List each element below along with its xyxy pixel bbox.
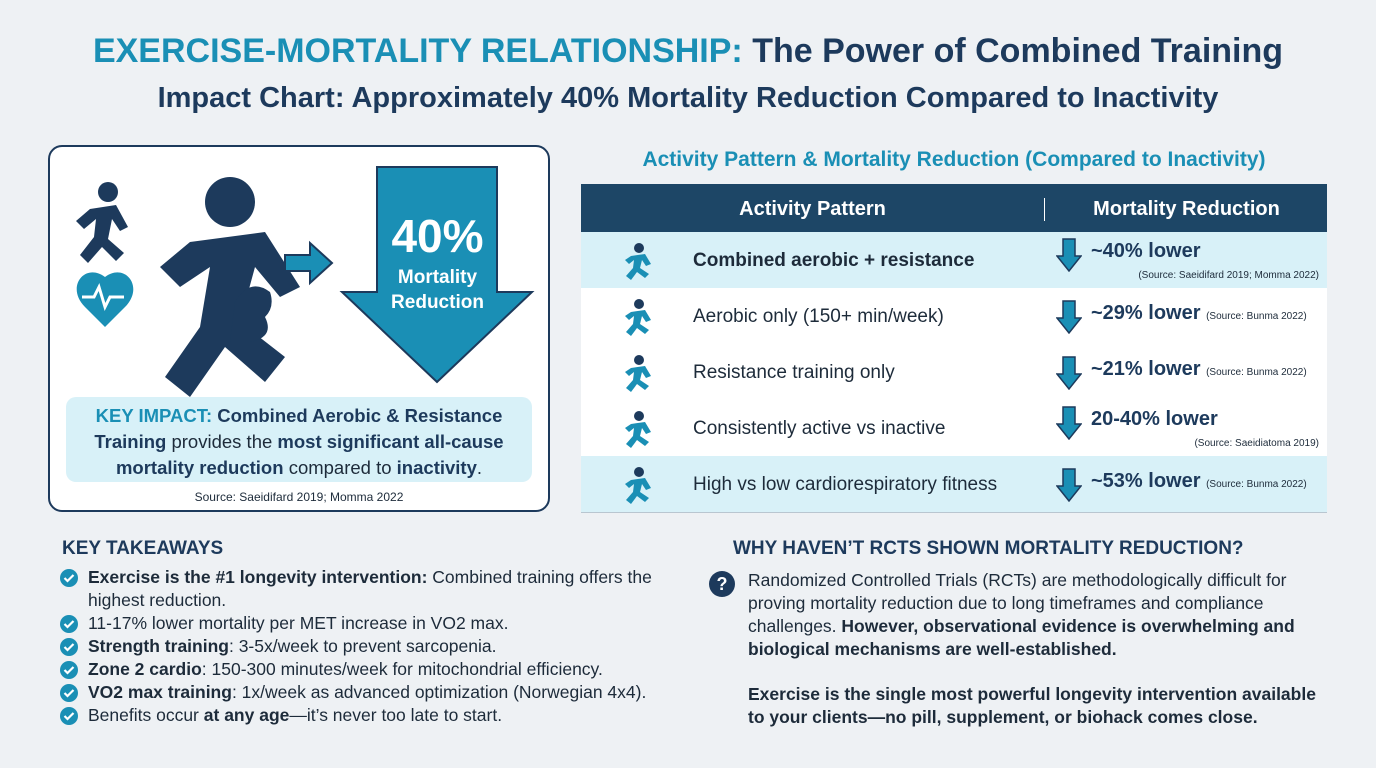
rcts-text: Randomized Controlled Trials (RCTs) are … (748, 570, 1287, 636)
reduction-source: (Source: Bunma 2022) (1206, 367, 1307, 378)
reduction-source: (Source: Saeidiatoma 2019) (1194, 438, 1319, 449)
key-impact-text: compared to (288, 457, 392, 478)
check-icon (60, 615, 78, 633)
takeaway-text: Benefits occur (88, 705, 199, 725)
title-lead: EXERCISE-MORTALITY RELATIONSHIP: (92, 32, 743, 70)
table-header: Activity Pattern Mortality Reduction (581, 184, 1327, 232)
svg-text:?: ? (717, 574, 728, 594)
big-value: 40% (391, 210, 484, 262)
takeaway-text: : 3-5x/week to prevent sarcopenia. (228, 636, 497, 656)
activity-icon (625, 299, 651, 336)
reduction-value: ~53% lower (1091, 470, 1201, 492)
table-row: Aerobic only (150+ min/week) ~29% lower (… (581, 288, 1327, 345)
key-impact-label: KEY IMPACT: (95, 405, 213, 426)
rcts-title: WHY HAVEN’T RCTS SHOWN MORTALITY REDUCTI… (733, 538, 1244, 559)
mortality-reduction: ~53% lower (Source: Bunma 2022) (1056, 468, 1307, 502)
takeaway-text: —it’s never too late to start. (289, 705, 503, 725)
mortality-reduction: 20-40% lower (1056, 406, 1218, 440)
takeaway-bold: Zone 2 cardio (88, 659, 202, 679)
check-icon (60, 684, 78, 702)
impact-illustration (76, 166, 535, 397)
check-icon (60, 569, 78, 587)
impact-panel: 40% Mortality Reduction KEY IMPACT: Combi… (48, 145, 550, 512)
takeaway-bold: at any age (203, 705, 290, 725)
question-icon: ? (709, 571, 735, 597)
activity-pattern: Aerobic only (150+ min/week) (693, 306, 944, 327)
key-impact-text: inactivity (396, 457, 477, 478)
activity-pattern: Resistance training only (693, 362, 895, 383)
down-arrow (1056, 356, 1082, 390)
takeaways-title: KEY TAKEAWAYS (62, 538, 224, 559)
activity-pattern: Combined aerobic + resistance (693, 250, 975, 271)
down-arrow (1056, 406, 1082, 440)
takeaway-text: : 1x/week as advanced optimization (Norw… (231, 682, 647, 702)
takeaway-bold: VO2 max training (88, 682, 232, 702)
check-icon (60, 638, 78, 656)
activity-icon (625, 243, 651, 280)
takeaway: Exercise is the #1 longevity interventio… (60, 566, 680, 612)
activity-pattern: High vs low cardiorespiratory fitness (693, 474, 998, 495)
header-cell: Mortality Reduction (1044, 198, 1328, 221)
down-arrow (1056, 300, 1082, 334)
check-icon (60, 707, 78, 725)
takeaway-bold: Strength training (88, 636, 229, 656)
takeaway-text: 11-17% lower mortality per MET increase … (88, 613, 509, 633)
rcts-bold: However, observational evidence is overw… (748, 616, 1295, 659)
key-impact-text: most significant all-cause mortality red… (115, 431, 504, 478)
check-icon (60, 661, 78, 679)
takeaway: VO2 max training: 1x/week as advanced op… (60, 681, 680, 704)
big-label: Mortality Reduction (340, 265, 535, 315)
table-row: Consistently active vs inactive 20-40% lo… (581, 400, 1327, 457)
title: EXERCISE-MORTALITY RELATIONSHIP: The Pow… (0, 32, 1376, 71)
takeaway: 11-17% lower mortality per MET increase … (60, 612, 680, 635)
takeaways-list: Exercise is the #1 longevity interventio… (60, 566, 680, 727)
reduction-source: (Source: Bunma 2022) (1206, 479, 1307, 490)
key-impact: KEY IMPACT: Combined Aerobic & Resistanc… (66, 397, 532, 482)
key-impact-text: Combined Aerobic & Resistance Training (94, 405, 503, 452)
rcts-paragraph: Randomized Controlled Trials (RCTs) are … (748, 569, 1328, 661)
key-impact-text: . (476, 457, 483, 478)
rcts-conclusion: Exercise is the single most powerful lon… (748, 684, 1316, 727)
activity-icon (625, 355, 651, 392)
takeaway-text: : 150-300 minutes/week for mitochondrial… (201, 659, 603, 679)
reduction-value: ~40% lower (1091, 240, 1201, 262)
table-row: Resistance training only ~21% lower (Sour… (581, 344, 1327, 401)
reduction-source: (Source: Bunma 2022) (1206, 311, 1307, 322)
source: Source: Saeidifard 2019; Momma 2022 (194, 490, 404, 504)
key-impact-text: provides the (171, 431, 273, 452)
takeaway: Benefits occur at any age—it’s never too… (60, 704, 680, 727)
subtitle: Impact Chart: Approximately 40% Mortalit… (157, 82, 1219, 114)
reduction-value: 20-40% lower (1091, 408, 1218, 430)
reduction-value: ~29% lower (1091, 302, 1201, 324)
takeaway-bold: Exercise is the #1 longevity interventio… (88, 567, 428, 587)
table-row: Combined aerobic + resistance ~40% lower … (581, 232, 1327, 289)
activity-icon (625, 411, 651, 448)
reduction-source: (Source: Saeidifard 2019; Momma 2022) (1138, 270, 1319, 281)
header-cell: Activity Pattern (739, 198, 886, 220)
mortality-reduction: ~40% lower (1056, 238, 1201, 272)
down-arrow (1056, 468, 1082, 502)
table-title: Activity Pattern & Mortality Reduction (… (642, 148, 1266, 171)
big-label-line: Reduction (391, 292, 484, 313)
takeaway: Strength training: 3-5x/week to prevent … (60, 635, 680, 658)
big-label-line: Mortality (397, 267, 478, 288)
takeaway: Zone 2 cardio: 150-300 minutes/week for … (60, 658, 680, 681)
table-row: High vs low cardiorespiratory fitness ~53… (581, 456, 1327, 513)
down-arrow (1056, 238, 1082, 272)
activity-pattern: Consistently active vs inactive (693, 418, 946, 439)
activity-icon (625, 467, 651, 504)
reduction-value: ~21% lower (1091, 358, 1201, 380)
title-rest: The Power of Combined Training (752, 32, 1284, 70)
mortality-reduction: ~21% lower (Source: Bunma 2022) (1056, 356, 1307, 390)
takeaway-text: Combined training offers the highest red… (88, 567, 652, 610)
mortality-reduction: ~29% lower (Source: Bunma 2022) (1056, 300, 1307, 334)
